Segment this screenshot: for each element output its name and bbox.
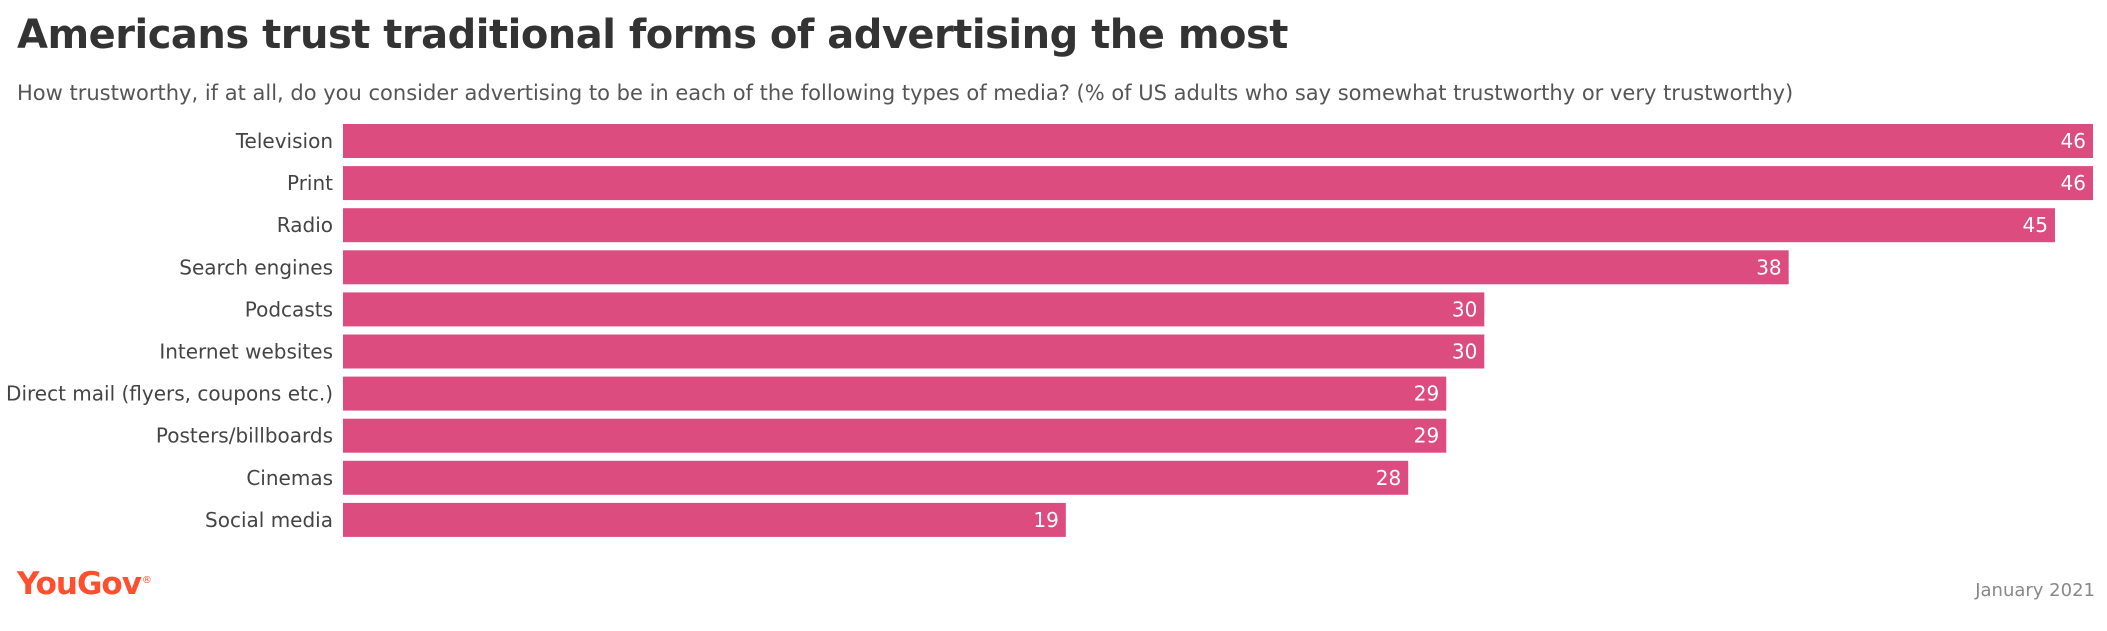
value-label-internet-websites: 30: [1452, 340, 1477, 364]
category-label-internet-websites: Internet websites: [159, 340, 333, 364]
value-label-search-engines: 38: [1756, 255, 1781, 279]
category-label-television: Television: [235, 129, 333, 153]
value-label-television: 46: [2061, 129, 2086, 153]
bar-chart: Television 46 Print 46 Radio 45 Search engines…: [6, 124, 2093, 537]
bar-podcasts: [343, 292, 1485, 327]
category-label-radio: Radio: [277, 213, 333, 237]
value-label-social-media: 19: [1033, 508, 1058, 532]
bar-internet-websites: [343, 334, 1485, 369]
category-label-social-media: Social media: [205, 508, 333, 532]
bar-posters-billboards: [343, 418, 1447, 453]
value-label-posters-billboards: 29: [1414, 424, 1439, 448]
yougov-logo: YouGov®: [17, 566, 152, 602]
value-label-direct-mail-flyers-coupons-etc: 29: [1414, 382, 1439, 406]
value-label-print: 46: [2061, 171, 2086, 195]
bar-search-engines: [343, 250, 1789, 285]
bar-social-media: [343, 502, 1066, 537]
bar-print: [343, 166, 2093, 201]
bar-radio: [343, 208, 2055, 243]
category-label-direct-mail-flyers-coupons-etc: Direct mail (flyers, coupons etc.): [6, 382, 333, 406]
chart-title: Americans trust traditional forms of adv…: [17, 12, 1288, 58]
category-label-podcasts: Podcasts: [245, 297, 333, 321]
bar-direct-mail-flyers-coupons-etc: [343, 376, 1447, 411]
category-label-cinemas: Cinemas: [246, 466, 333, 490]
value-label-cinemas: 28: [1376, 466, 1401, 490]
chart-subtitle: How trustworthy, if at all, do you consi…: [17, 81, 1794, 105]
category-label-posters-billboards: Posters/billboards: [156, 424, 333, 448]
category-label-print: Print: [287, 171, 333, 195]
value-label-radio: 45: [2023, 213, 2048, 237]
bar-television: [343, 124, 2093, 158]
bar-cinemas: [343, 460, 1409, 495]
value-label-podcasts: 30: [1452, 297, 1477, 321]
date-label: January 2021: [1975, 580, 2095, 601]
category-label-search-engines: Search engines: [179, 255, 333, 279]
